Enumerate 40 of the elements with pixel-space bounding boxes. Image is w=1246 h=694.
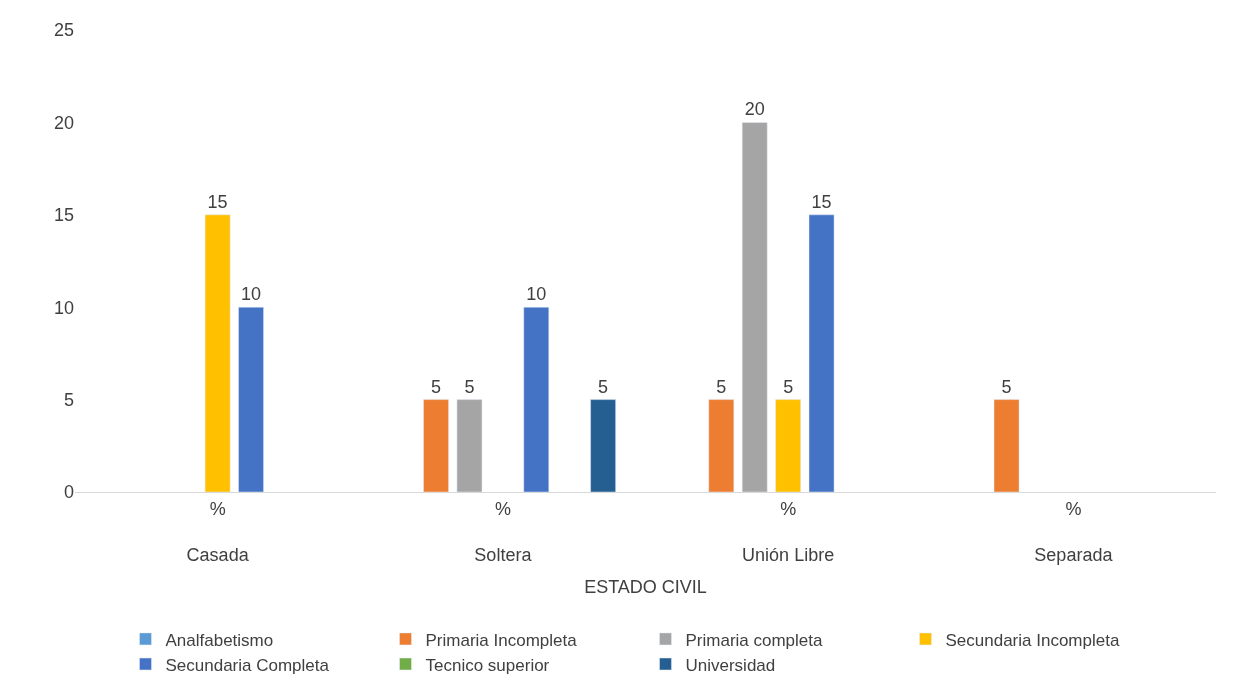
legend-label: Tecnico superior (425, 655, 550, 675)
data-label: 5 (783, 376, 794, 397)
bar (523, 306, 550, 492)
bar (775, 399, 801, 492)
data-label: 5 (716, 376, 727, 397)
legend-label: Analfabetismo (165, 630, 274, 650)
y-tick-label: 10 (53, 297, 74, 318)
bar (204, 214, 231, 492)
bar (590, 399, 616, 492)
y-tick-label: 15 (53, 205, 74, 226)
data-label: 5 (464, 376, 475, 397)
category-label: % Separada (1034, 498, 1113, 566)
legend-label: Primaria completa (685, 630, 824, 650)
legend-label: Secundaria Completa (165, 655, 330, 675)
data-label: 5 (431, 376, 442, 397)
y-tick-label: 5 (63, 389, 74, 410)
x-axis-title: ESTADO CIVIL (584, 576, 707, 597)
legend-label: Universidad (685, 655, 776, 675)
data-label: 10 (526, 284, 547, 305)
bar (708, 399, 735, 492)
category-label: % Casada (186, 498, 249, 566)
data-label: 20 (744, 99, 765, 120)
bar (741, 122, 768, 492)
bar (808, 214, 835, 492)
bar (993, 399, 1020, 492)
data-label: 10 (241, 284, 262, 305)
data-label: 15 (207, 191, 228, 212)
data-label: 5 (1001, 376, 1012, 397)
y-tick-label: 0 (63, 482, 74, 503)
data-label: 15 (811, 191, 832, 212)
bar (423, 399, 449, 492)
y-tick-label: 20 (53, 112, 74, 133)
legend-label: Secundaria Incompleta (945, 630, 1120, 650)
data-label: 5 (598, 376, 609, 397)
legend-label: Primaria Incompleta (425, 630, 578, 650)
y-tick-label: 25 (53, 20, 74, 41)
bar (238, 306, 264, 492)
bar (456, 399, 483, 492)
category-label: % Soltera (474, 498, 532, 566)
category-label: % Unión Libre (742, 498, 835, 566)
